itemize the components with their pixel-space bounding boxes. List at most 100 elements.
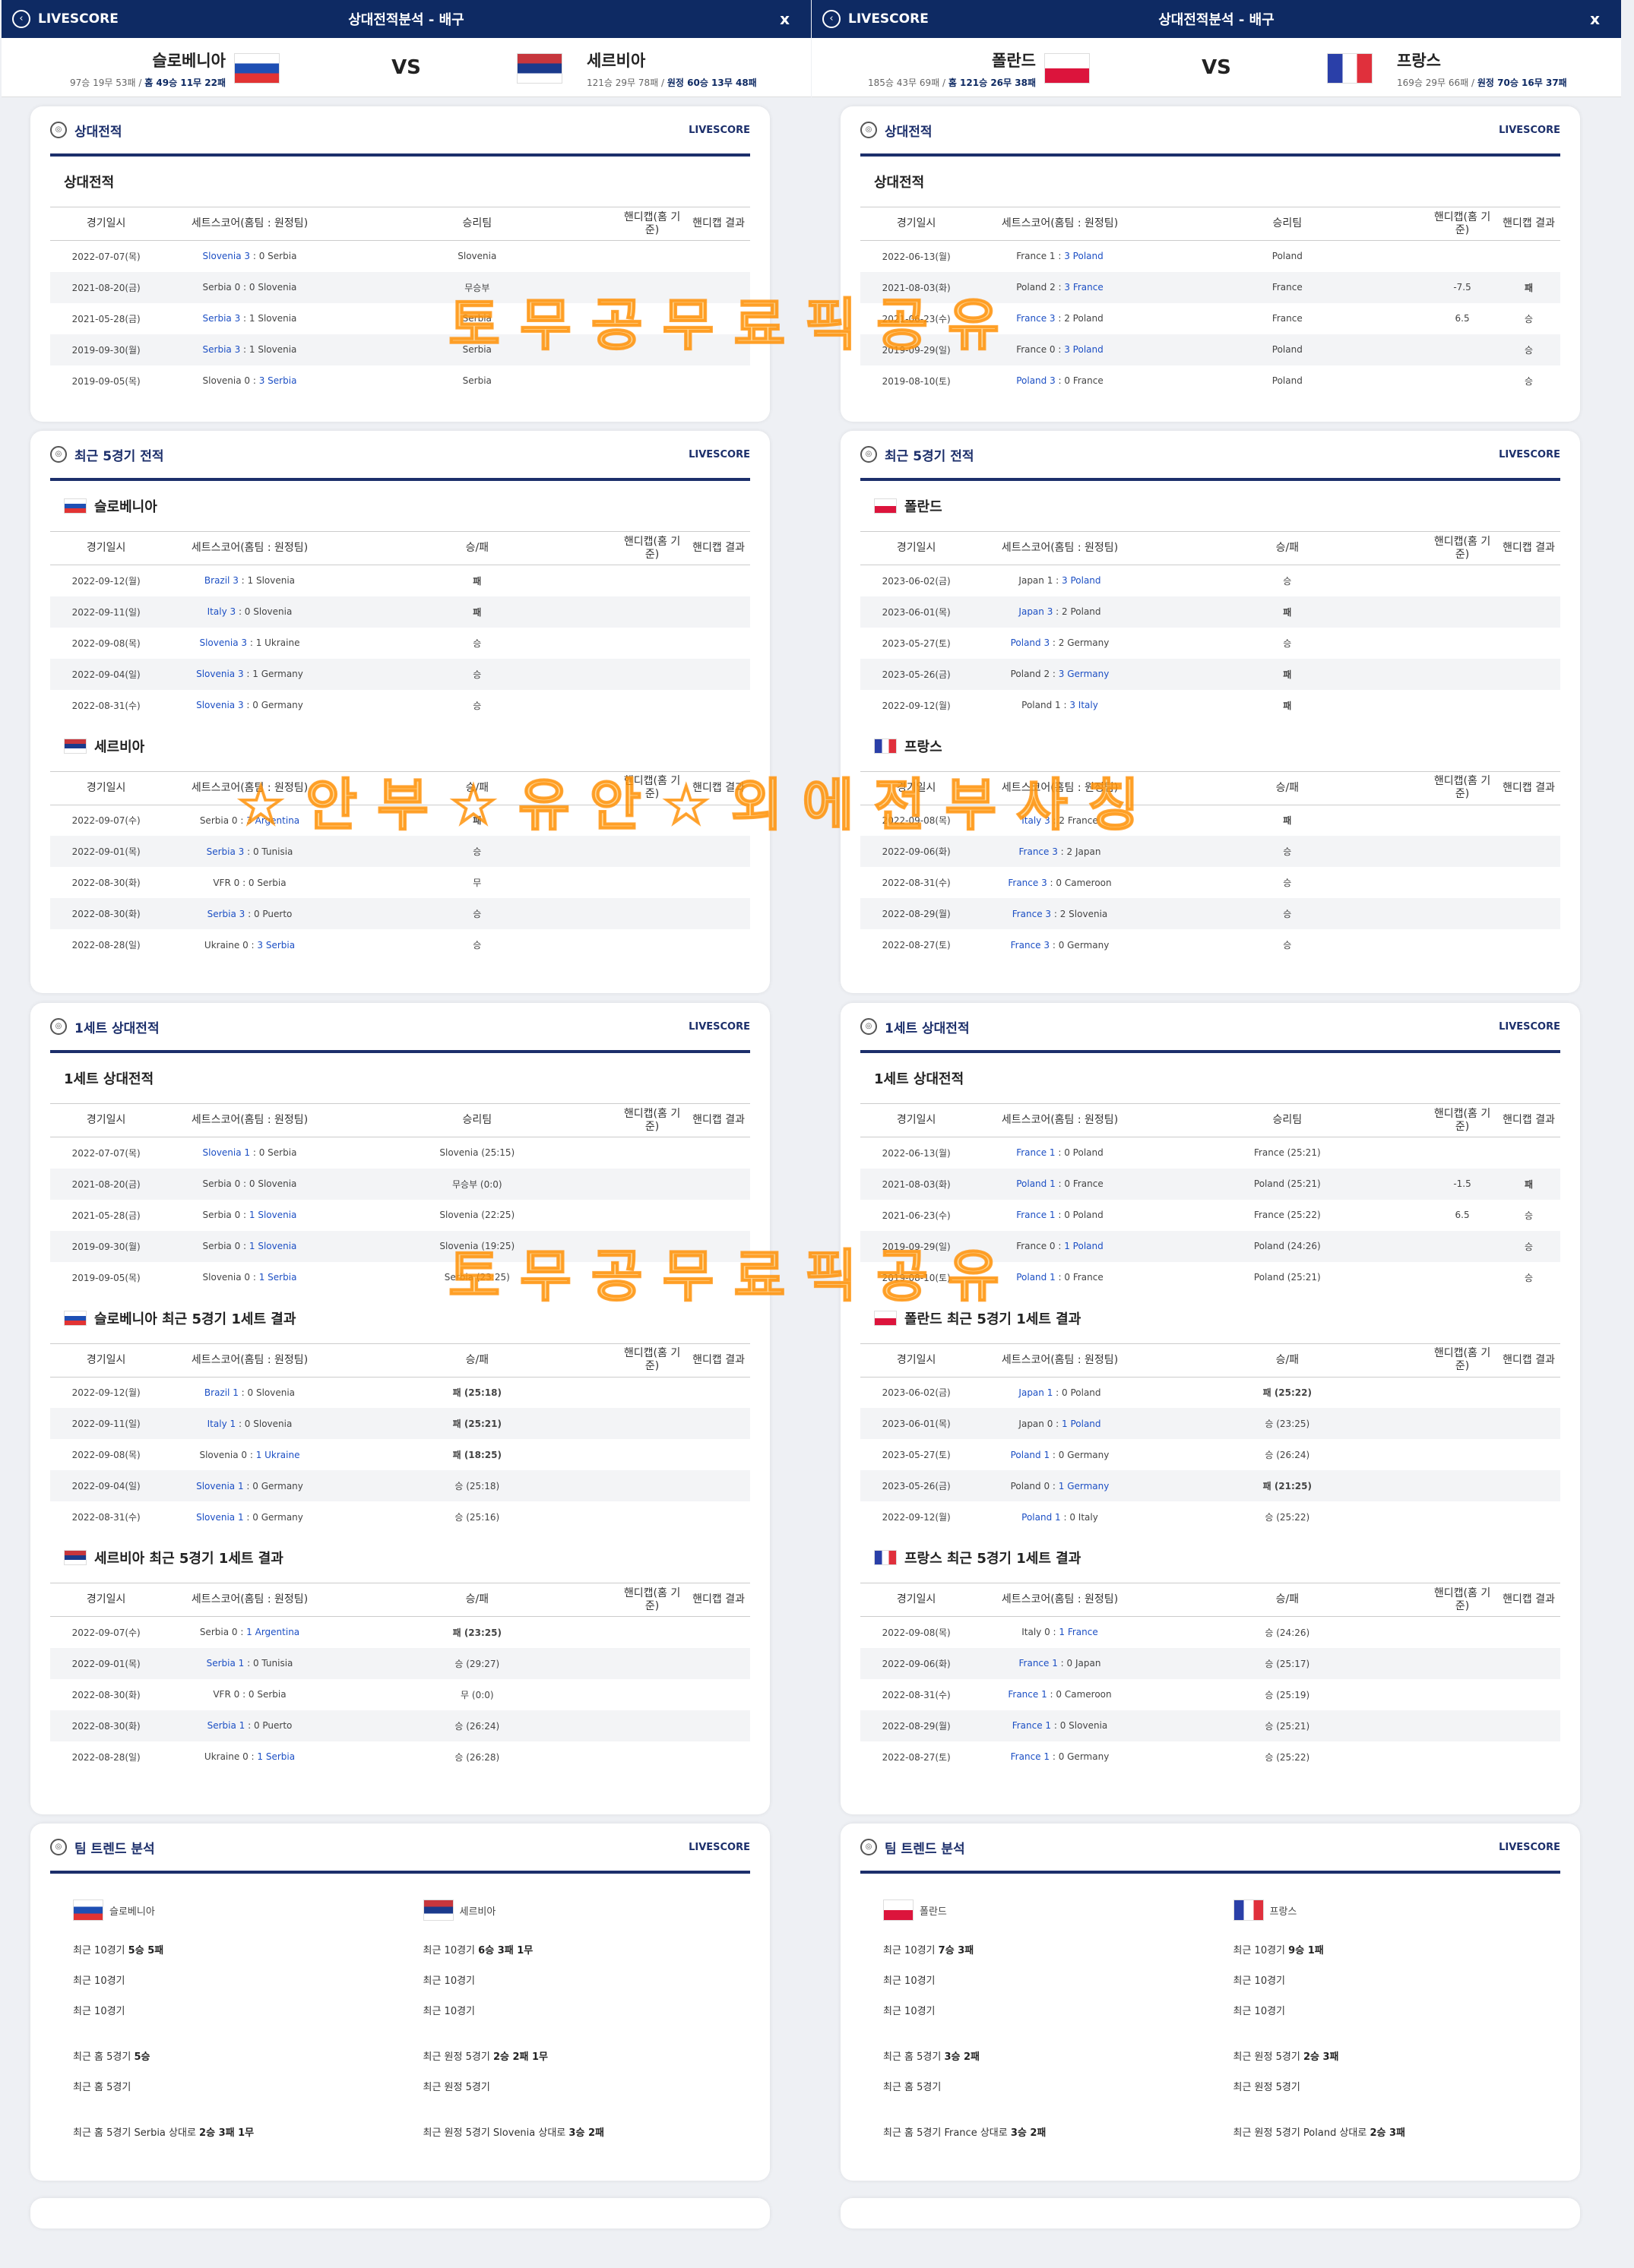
table-row[interactable]: 2022-08-31(수) France 3 : 0 Cameroon 승 <box>860 867 1560 898</box>
away-team[interactable]: 0 France <box>1064 375 1104 386</box>
home-team[interactable]: Serbia 3 <box>207 908 245 919</box>
home-team[interactable]: Slovenia 3 <box>196 669 244 679</box>
table-row[interactable]: 2022-08-30(화) Serbia 3 : 0 Puerto 승 <box>50 898 750 929</box>
table-row[interactable]: 2022-09-12(월) Poland 1 : 3 Italy 패 <box>860 690 1560 721</box>
away-team[interactable]: 3 Serbia <box>257 939 296 951</box>
table-row[interactable]: 2022-08-30(화) VFR 0 : 0 Serbia 무 (0:0) <box>50 1679 750 1710</box>
table-row[interactable]: 2019-09-05(목) Slovenia 0 : 1 Serbia Serbia… <box>50 1262 750 1293</box>
table-row[interactable]: 2023-05-27(토) Poland 1 : 0 Germany 승 (26:2… <box>860 1439 1560 1470</box>
away-team[interactable]: 0 Serbia <box>248 877 287 888</box>
livescore-logo[interactable]: LIVESCORE <box>689 1841 750 1853</box>
home-team[interactable]: Serbia 0 <box>199 1627 238 1638</box>
home-team[interactable]: Brazil 1 <box>204 1387 239 1398</box>
home-team[interactable]: Slovenia 0 <box>202 375 251 386</box>
table-row[interactable]: 2023-05-26(금) Poland 2 : 3 Germany 패 <box>860 658 1560 690</box>
table-row[interactable]: 2022-08-31(수) Slovenia 3 : 0 Germany 승 <box>50 690 750 721</box>
home-team[interactable]: France 1 <box>1008 1689 1047 1700</box>
home-team[interactable]: France 3 <box>1008 877 1047 888</box>
away-team[interactable]: 1 Serbia <box>258 1272 297 1283</box>
home-team[interactable]: Slovenia 1 <box>202 1147 251 1159</box>
table-row[interactable]: 2022-09-12(월) Brazil 3 : 1 Slovenia 패 <box>50 565 750 596</box>
table-row[interactable]: 2022-08-28(일) Ukraine 0 : 1 Serbia 승 (26:2… <box>50 1741 750 1773</box>
home-team[interactable]: Slovenia 0 <box>202 1272 251 1283</box>
table-row[interactable]: 2022-08-31(수) France 1 : 0 Cameroon 승 (25:… <box>860 1679 1560 1710</box>
away-team[interactable]: 0 Puerto <box>253 908 293 919</box>
home-team[interactable]: Slovenia 3 <box>196 700 244 710</box>
away-team[interactable]: 0 Poland <box>1064 1147 1104 1159</box>
table-row[interactable]: 2021-08-03(화) Poland 2 : 3 France France -7… <box>860 271 1560 303</box>
home-team[interactable]: Poland 1 <box>1021 700 1061 710</box>
table-row[interactable]: 2022-06-13(월) France 1 : 3 Poland Poland <box>860 241 1560 272</box>
home-team[interactable]: Poland 3 <box>1010 637 1050 648</box>
away-team[interactable]: 0 Slovenia <box>249 282 297 293</box>
team-away-name[interactable]: 프랑스 <box>1397 52 1441 70</box>
table-row[interactable]: 2022-08-30(화) Serbia 1 : 0 Puerto 승 (26:24… <box>50 1710 750 1741</box>
livescore-logo[interactable]: LIVESCORE <box>1499 124 1560 136</box>
home-team[interactable]: Slovenia 3 <box>202 251 251 262</box>
away-team[interactable]: 0 France <box>1064 1272 1104 1283</box>
away-team[interactable]: 1 Ukraine <box>255 1449 300 1460</box>
away-team[interactable]: 3 France <box>1064 282 1104 293</box>
table-row[interactable]: 2022-09-01(목) Serbia 1 : 0 Tunisia 승 (29:2… <box>50 1647 750 1679</box>
away-team[interactable]: 0 Serbia <box>258 251 297 262</box>
table-row[interactable]: 2022-08-29(월) France 1 : 0 Slovenia 승 (25:… <box>860 1710 1560 1741</box>
home-team[interactable]: VFR 0 <box>213 1689 240 1700</box>
away-team[interactable]: 0 Germany <box>1058 1751 1110 1762</box>
away-team[interactable]: 0 Italy <box>1069 1511 1098 1523</box>
away-team[interactable]: 0 Slovenia <box>244 1418 293 1429</box>
table-row[interactable]: 2022-09-04(일) Slovenia 3 : 1 Germany 승 <box>50 658 750 690</box>
table-row[interactable]: 2022-09-08(목) Slovenia 0 : 1 Ukraine 패 (18… <box>50 1439 750 1470</box>
home-team[interactable]: Serbia 1 <box>207 1720 245 1731</box>
away-team[interactable]: 1 Argentina <box>246 1627 300 1638</box>
back-icon[interactable]: ‹ <box>12 10 30 28</box>
away-team[interactable]: 1 Poland <box>1062 1418 1101 1429</box>
home-team[interactable]: Serbia 0 <box>202 1178 241 1189</box>
home-team[interactable]: France 1 <box>1016 1210 1056 1220</box>
home-team[interactable]: Serbia 0 <box>199 815 238 826</box>
home-team[interactable]: Serbia 0 <box>202 282 241 293</box>
home-team[interactable]: Poland 2 <box>1016 282 1056 293</box>
away-team[interactable]: 1 Slovenia <box>249 344 297 355</box>
away-team[interactable]: 1 France <box>1059 1627 1098 1638</box>
table-row[interactable]: 2022-09-06(화) France 1 : 0 Japan 승 (25:17) <box>860 1647 1560 1679</box>
home-team[interactable]: France 1 <box>1012 1720 1052 1731</box>
away-team[interactable]: 0 Slovenia <box>247 1387 296 1398</box>
home-team[interactable]: Ukraine 0 <box>204 1751 249 1762</box>
away-team[interactable]: 3 Italy <box>1069 700 1098 710</box>
away-team[interactable]: 2 Germany <box>1058 637 1110 648</box>
home-team[interactable]: France 3 <box>1018 846 1058 857</box>
home-team[interactable]: Japan 0 <box>1018 1418 1053 1429</box>
away-team[interactable]: 1 Ukraine <box>255 637 300 648</box>
table-row[interactable]: 2021-08-03(화) Poland 1 : 0 France Poland (… <box>860 1168 1560 1200</box>
table-row[interactable]: 2022-06-13(월) France 1 : 0 Poland France (… <box>860 1137 1560 1169</box>
away-team[interactable]: 3 Serbia <box>258 375 297 386</box>
home-team[interactable]: Japan 1 <box>1018 1387 1053 1398</box>
home-team[interactable]: Poland 1 <box>1021 1511 1061 1523</box>
home-team[interactable]: France 3 <box>1010 939 1050 951</box>
home-team[interactable]: Serbia 0 <box>202 1241 241 1251</box>
table-row[interactable]: 2023-06-01(목) Japan 3 : 2 Poland 패 <box>860 596 1560 628</box>
table-row[interactable]: 2022-09-08(목) Italy 3 : 2 France 패 <box>860 805 1560 836</box>
table-row[interactable]: 2019-09-29(일) France 0 : 1 Poland Poland (… <box>860 1230 1560 1262</box>
away-team[interactable]: 0 Serbia <box>258 1147 297 1159</box>
away-team[interactable]: 2 Poland <box>1062 606 1101 617</box>
table-row[interactable]: 2022-08-29(월) France 3 : 2 Slovenia 승 <box>860 898 1560 929</box>
team-home-name[interactable]: 슬로베니아 <box>152 52 226 70</box>
away-team[interactable]: 3 Germany <box>1058 669 1110 679</box>
away-team[interactable]: 0 Tunisia <box>252 1658 293 1669</box>
table-row[interactable]: 2022-09-11(일) Italy 3 : 0 Slovenia 패 <box>50 596 750 628</box>
table-row[interactable]: 2022-09-12(월) Brazil 1 : 0 Slovenia 패 (25:… <box>50 1377 750 1408</box>
home-team[interactable]: Japan 3 <box>1018 606 1053 617</box>
away-team[interactable]: 1 Slovenia <box>249 313 297 324</box>
away-team[interactable]: 0 Slovenia <box>244 606 293 617</box>
table-row[interactable]: 2022-09-07(수) Serbia 0 : 3 Argentina 패 <box>50 805 750 836</box>
table-row[interactable]: 2022-09-01(목) Serbia 3 : 0 Tunisia 승 <box>50 836 750 867</box>
away-team[interactable]: 0 Germany <box>252 700 303 710</box>
home-team[interactable]: Serbia 3 <box>206 846 245 857</box>
home-team[interactable]: Poland 1 <box>1016 1178 1056 1189</box>
away-team[interactable]: 0 Cameroon <box>1056 877 1112 888</box>
table-row[interactable]: 2019-08-10(토) Poland 1 : 0 France Poland (… <box>860 1262 1560 1293</box>
away-team[interactable]: 0 Puerto <box>253 1720 293 1731</box>
home-team[interactable]: France 3 <box>1012 908 1052 919</box>
away-team[interactable]: 1 Slovenia <box>249 1210 297 1220</box>
